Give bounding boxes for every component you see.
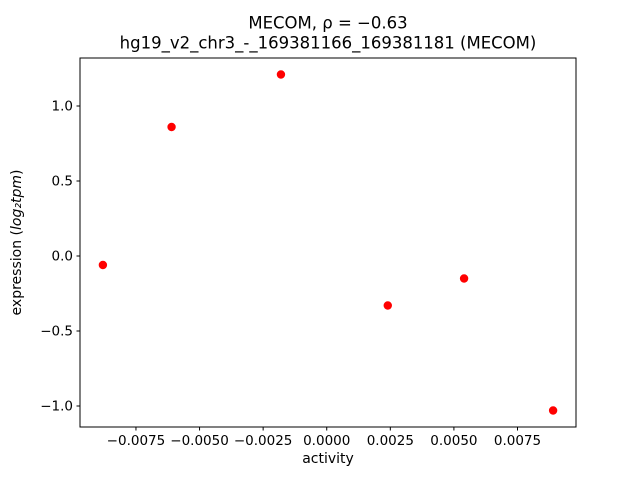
y-tick-label: 0.0 <box>52 249 73 265</box>
y-tick-label: 0.5 <box>52 174 73 190</box>
x-tick-label: 0.0075 <box>494 433 541 449</box>
data-point <box>383 301 392 310</box>
data-point <box>276 70 286 79</box>
x-tick-label: −0.0050 <box>170 433 229 449</box>
data-point <box>167 122 176 132</box>
chart-subtitle: hg19_v2_chr3_-_169381166_169381181 (MECO… <box>120 34 537 54</box>
data-point <box>459 274 469 283</box>
chart-title: MECOM, ρ = −0.63 <box>248 14 407 33</box>
data-point <box>98 260 108 270</box>
x-tick-label: 0.0000 <box>303 433 350 449</box>
x-tick-label: −0.0075 <box>107 433 166 449</box>
y-tick-label: −1.0 <box>40 399 73 415</box>
y-tick-label: 1.0 <box>52 99 73 115</box>
y-tick-label: −0.5 <box>40 324 73 340</box>
plot-area: −0.0075 −0.0050 −0.0025 0.0000 0.0025 0.0050 0… <box>40 57 577 449</box>
y-axis-label-math: log₂tpm <box>9 175 25 230</box>
x-tick-label: 0.0025 <box>367 433 414 449</box>
x-tick-label: 0.0050 <box>430 433 477 449</box>
x-tick-label: −0.0025 <box>234 433 293 449</box>
y-axis-label: expression (log₂tpm) <box>9 170 25 316</box>
y-axis-label-prefix: expression ( <box>9 230 25 315</box>
x-axis-label: activity <box>302 451 354 467</box>
data-point <box>548 406 558 415</box>
y-axis-label-suffix: ) <box>9 170 25 175</box>
axes-frame <box>79 57 577 428</box>
